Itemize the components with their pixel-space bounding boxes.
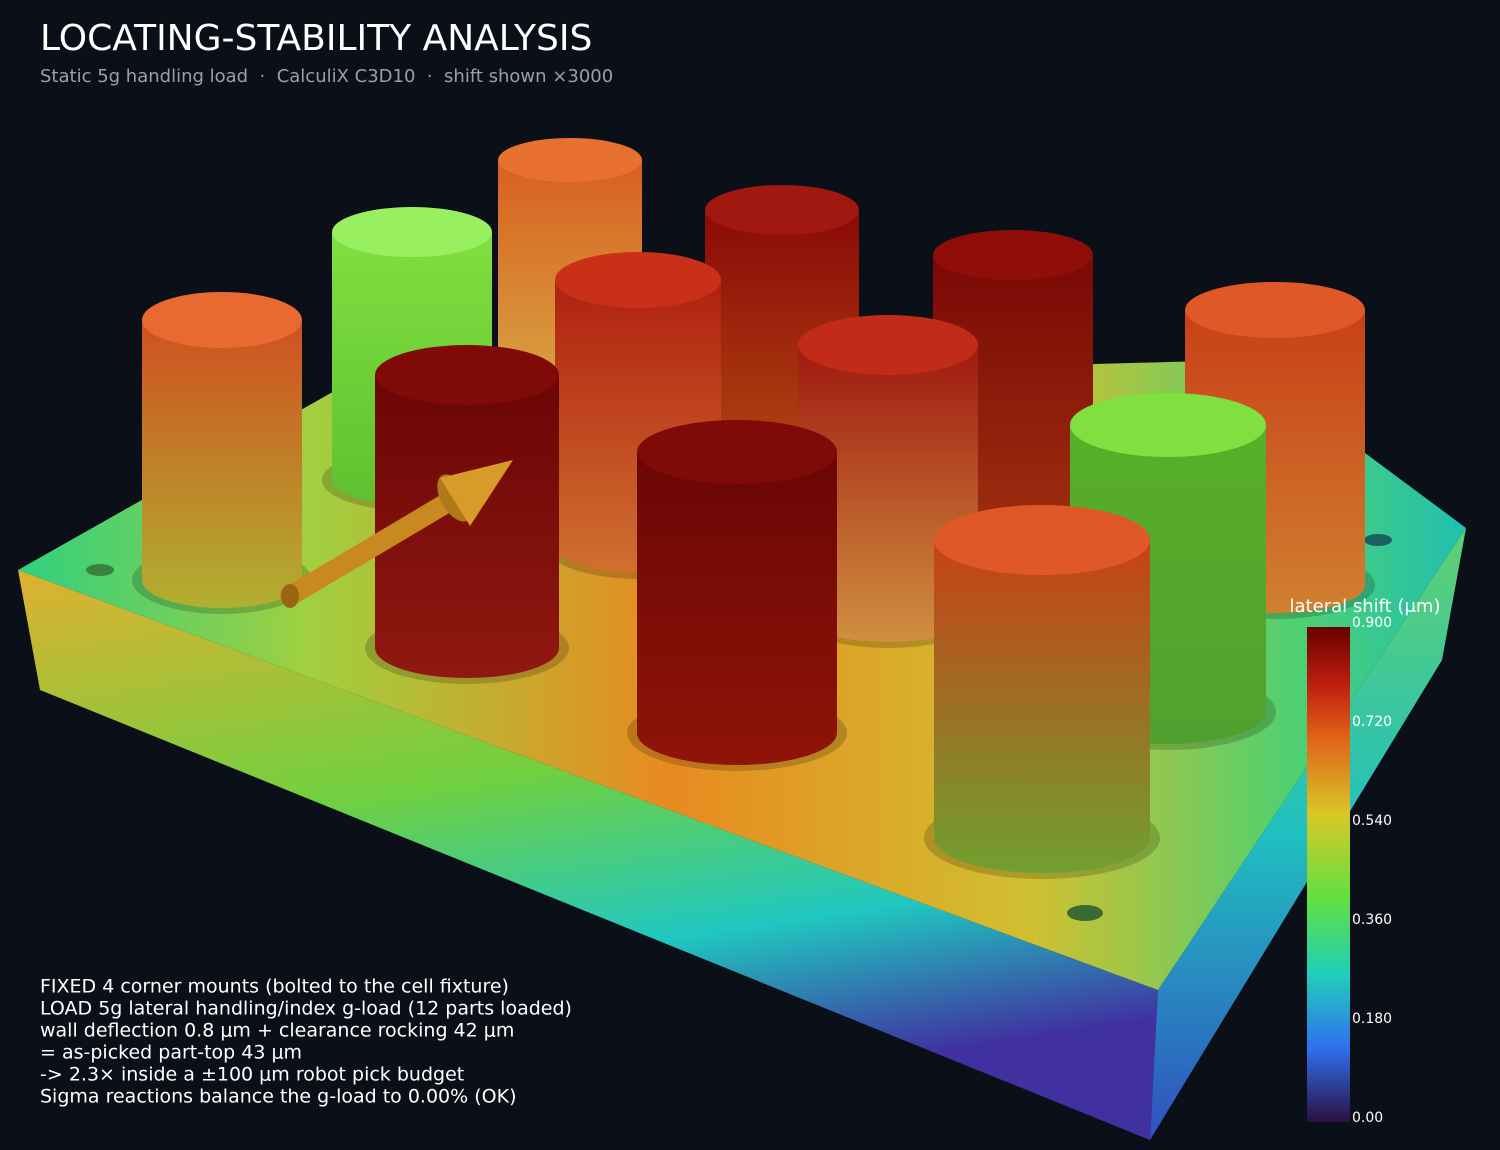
part-top	[934, 505, 1150, 575]
title: LOCATING-STABILITY ANALYSIS	[40, 18, 592, 59]
arrow-head	[440, 460, 513, 526]
colorbar-tick-label: 0.900	[1352, 615, 1392, 631]
bolt-hole	[1067, 905, 1103, 921]
colorbar-tick-label: 0.540	[1352, 813, 1392, 829]
part-top	[637, 420, 837, 484]
colorbar-tick-label: 0.720	[1352, 714, 1392, 730]
subtitle: Static 5g handling load · CalculiX C3D10…	[40, 66, 613, 87]
part-body	[142, 320, 302, 608]
part-top	[555, 252, 721, 308]
bolt-hole	[1364, 534, 1392, 546]
plate-front	[18, 570, 1158, 1140]
note-line: -> 2.3× inside a ±100 μm robot pick budg…	[40, 1064, 464, 1086]
part-top	[798, 315, 978, 375]
part-top	[375, 345, 559, 405]
colorbar-title: lateral shift (μm)	[1290, 596, 1441, 617]
note-line: Sigma reactions balance the g-load to 0.…	[40, 1086, 516, 1108]
part-top	[1185, 282, 1365, 338]
part-top	[933, 230, 1093, 280]
arrow-shaft	[280, 488, 465, 606]
note-line: wall deflection 0.8 μm + clearance rocki…	[40, 1020, 514, 1042]
part-top	[142, 292, 302, 348]
notes: FIXED 4 corner mounts (bolted to the cel…	[40, 976, 572, 1108]
colorbar-tick-label: 0.180	[1352, 1011, 1392, 1027]
colorbar-tick-label: 0.360	[1352, 912, 1392, 928]
part-top	[705, 185, 859, 235]
bolt-hole	[86, 564, 114, 576]
part-top	[332, 207, 492, 257]
parts	[132, 138, 1375, 879]
part-body	[798, 345, 978, 642]
note-line: FIXED 4 corner mounts (bolted to the cel…	[40, 976, 509, 998]
part-top	[498, 138, 642, 182]
colorbar-tick-label: 0.00	[1352, 1110, 1383, 1126]
note-line: LOAD 5g lateral handling/index g-load (1…	[40, 998, 572, 1020]
colorbar	[1307, 627, 1350, 1122]
note-line: = as-picked part-top 43 μm	[40, 1042, 302, 1064]
arrow-end	[281, 584, 299, 608]
part-top	[1070, 393, 1266, 457]
part-body	[934, 540, 1150, 873]
part-body	[637, 452, 837, 765]
part-body	[375, 375, 559, 678]
colorbar-ticks: 0.900 0.720 0.540 0.360 0.180 0.00	[1352, 615, 1392, 1126]
load-arrow	[280, 460, 513, 608]
